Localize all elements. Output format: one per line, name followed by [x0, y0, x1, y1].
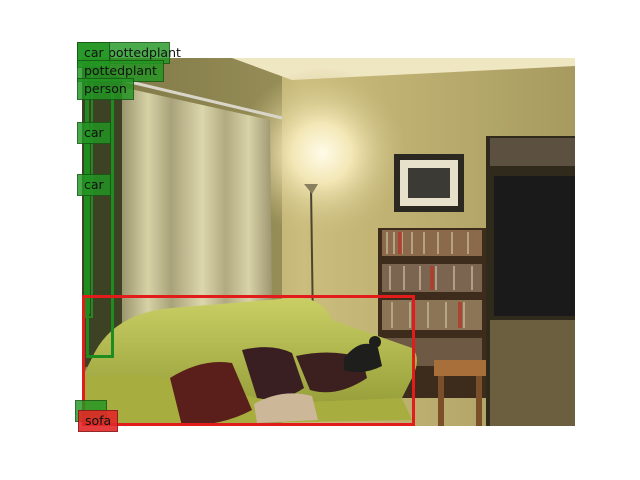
room-scene-image	[82, 58, 575, 426]
room-photo	[82, 58, 575, 426]
